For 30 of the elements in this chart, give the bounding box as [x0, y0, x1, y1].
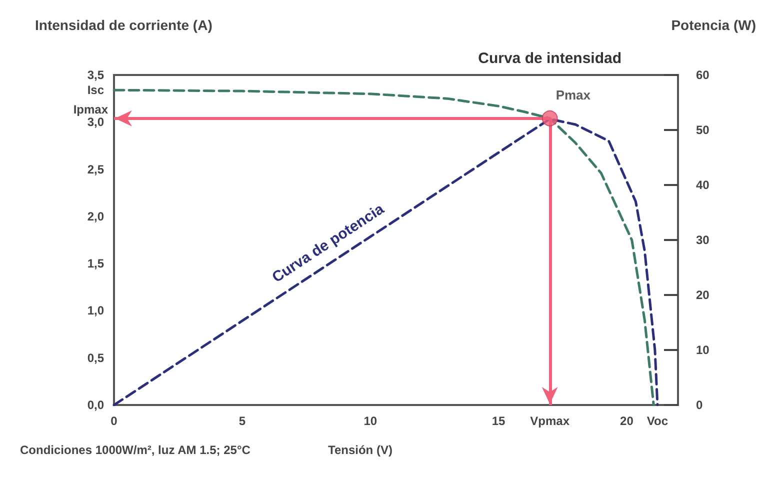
y2-tick-label: 30 [696, 233, 710, 247]
x-tick-label: Voc [646, 414, 668, 428]
y-tick-label: 2,5 [87, 162, 104, 176]
y-tick-label: 1,5 [87, 256, 104, 271]
annotation: Pmax [556, 87, 592, 102]
x-tick-label: 0 [110, 414, 118, 428]
y-tick-label: 3,0 [87, 115, 104, 130]
y2-tick-label: 50 [696, 123, 710, 137]
y2-tick-label: 60 [696, 68, 710, 82]
text: Curva de intensidad [478, 50, 622, 67]
x-axis-title: Tensión (V) [328, 443, 392, 457]
y2-axis-title: Potencia (W) [671, 17, 756, 33]
y-tick-label: 0,0 [87, 398, 104, 412]
x-tick-label: 20 [620, 414, 634, 428]
ref-line-label: Ipmax [73, 102, 108, 116]
text: Condiciones 1000W/m², luz AM 1.5; 25°C [20, 443, 251, 457]
y-tick-label: Isc [87, 83, 104, 98]
x-tick-label: 10 [364, 414, 378, 428]
y-tick-label: 3,5 [87, 68, 104, 82]
x-tick-label: 5 [238, 414, 246, 428]
y2-tick-label: 10 [696, 343, 710, 357]
x-tick-label: Vpmax [530, 414, 570, 428]
y2-tick-label: 0 [696, 398, 703, 412]
y2-tick-label: 40 [696, 178, 710, 192]
y-axis-title: Intensidad de corriente (A) [35, 17, 212, 33]
y-tick-label: 1,0 [87, 304, 104, 318]
y-tick-label: 2,0 [87, 209, 104, 224]
y-tick-label: 0,5 [87, 350, 104, 365]
y2-tick-label: 20 [696, 288, 710, 302]
x-tick-label: 15 [492, 414, 506, 428]
